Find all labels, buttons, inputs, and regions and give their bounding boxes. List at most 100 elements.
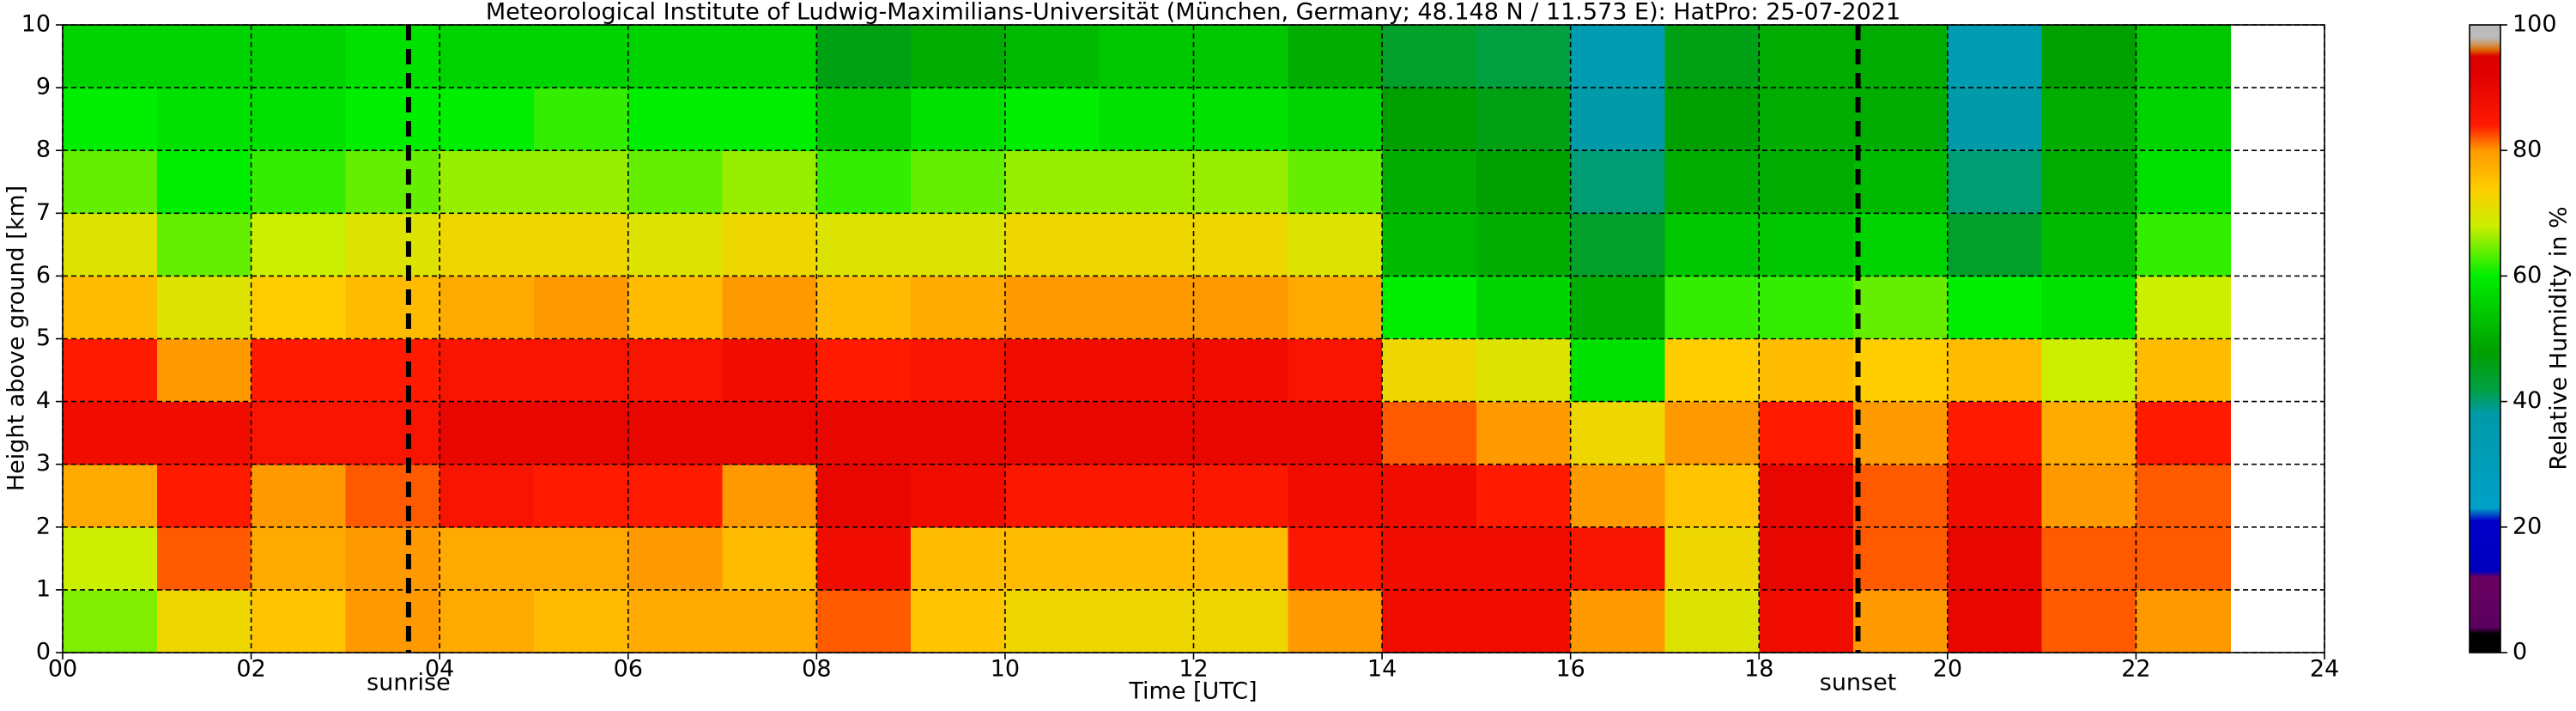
heatmap-cell	[1947, 213, 2043, 276]
heatmap-cell	[1288, 213, 1383, 276]
heatmap-cell	[251, 88, 346, 151]
heatmap-cell	[1759, 401, 1854, 465]
heatmap-cell	[1288, 526, 1383, 591]
heatmap-cell	[1947, 88, 2043, 151]
heatmap-cell	[1382, 526, 1477, 591]
y-tick-label: 1	[36, 575, 51, 602]
heatmap-cell	[1476, 213, 1572, 276]
heatmap-cell	[1664, 25, 1760, 88]
heatmap-cell	[1570, 276, 1666, 340]
heatmap-cell	[1099, 338, 1195, 403]
heatmap-cell	[1664, 88, 1760, 151]
y-tick-label: 0	[36, 639, 51, 665]
heatmap-cell	[1193, 276, 1288, 340]
heatmap-cell	[1947, 25, 2043, 88]
heatmap-cell	[1853, 213, 1949, 276]
heatmap-cell	[156, 213, 252, 276]
heatmap-cell	[1099, 464, 1195, 528]
heatmap-cell	[722, 150, 817, 214]
heatmap-cell	[627, 213, 724, 276]
heatmap-cell	[627, 589, 724, 653]
y-tick-label: 4	[36, 387, 51, 414]
heatmap-cell	[1288, 88, 1383, 151]
heatmap-cell	[63, 88, 158, 151]
heatmap-cell	[63, 338, 158, 403]
heatmap-cell	[1853, 526, 1949, 591]
heatmap-cell	[1382, 401, 1477, 465]
y-tick-label: 9	[36, 74, 51, 100]
heatmap-cell	[1947, 338, 2043, 403]
heatmap-cell	[2136, 150, 2231, 214]
heatmap-cell	[1193, 88, 1288, 151]
x-tick-label: 24	[2310, 656, 2339, 683]
heatmap-cell	[1664, 276, 1760, 340]
x-tick-label: 06	[614, 656, 643, 683]
plot-frame	[62, 24, 2325, 653]
heatmap-cell	[345, 88, 440, 151]
chart-title: Meteorological Institute of Ludwig-Maxim…	[486, 0, 1900, 26]
heatmap-cell	[816, 464, 912, 528]
heatmap-cell	[911, 213, 1006, 276]
heatmap-cell	[722, 589, 817, 653]
heatmap-cell	[2041, 88, 2137, 151]
heatmap-cell	[2041, 25, 2137, 88]
heatmap-cell	[1853, 150, 1949, 214]
x-tick-label: 02	[236, 656, 265, 683]
heatmap-cell	[251, 213, 346, 276]
y-tick-label: 8	[36, 137, 51, 163]
heatmap-cell	[345, 464, 440, 528]
heatmap-cell	[1004, 401, 1100, 465]
heatmap-cell	[722, 88, 817, 151]
heatmap-cell	[2136, 276, 2231, 340]
heatmap-cell	[1664, 464, 1760, 528]
heatmap-cell	[722, 276, 817, 340]
heatmap-cell	[2041, 338, 2137, 403]
heatmap-cell	[911, 401, 1006, 465]
heatmap-cell	[1759, 526, 1854, 591]
heatmap-cell	[63, 464, 158, 528]
heatmap-cell	[2136, 526, 2231, 591]
heatmap-cell	[345, 526, 440, 591]
heatmap-cell	[722, 464, 817, 528]
heatmap-cell	[1853, 276, 1949, 340]
heatmap-cell	[2136, 589, 2231, 653]
heatmap-cell	[1853, 338, 1949, 403]
heatmap-cell	[816, 150, 912, 214]
heatmap-cell	[439, 401, 535, 465]
heatmap-cell	[251, 338, 346, 403]
heatmap-cell	[1476, 526, 1572, 591]
heatmap-cell	[156, 276, 252, 340]
heatmap-cell	[439, 150, 535, 214]
heatmap-cell	[816, 589, 912, 653]
heatmap-cell	[345, 213, 440, 276]
heatmap-cell	[627, 464, 724, 528]
y-tick-label: 3	[36, 450, 51, 477]
heatmap-cell	[251, 464, 346, 528]
heatmap-cell	[1664, 150, 1760, 214]
heatmap-cell	[1947, 589, 2043, 653]
heatmap-cell	[1193, 25, 1288, 88]
heatmap-cell	[1759, 213, 1854, 276]
heatmap-cell	[1288, 25, 1383, 88]
heatmap-cell	[63, 25, 158, 88]
heatmap-cell	[1853, 464, 1949, 528]
x-tick-label: 22	[2121, 656, 2150, 683]
heatmap-cell	[1288, 464, 1383, 528]
heatmap-cell	[1853, 25, 1949, 88]
heatmap-cell	[1004, 150, 1100, 214]
heatmap-cell	[1004, 464, 1100, 528]
heatmap-cell	[1570, 401, 1666, 465]
heatmap-cell	[1193, 401, 1288, 465]
colorbar	[2469, 24, 2501, 653]
heatmap-cell	[345, 338, 440, 403]
heatmap-cell	[1099, 276, 1195, 340]
heatmap-cell	[722, 25, 817, 88]
heatmap-cell	[1382, 213, 1477, 276]
heatmap-cell	[816, 88, 912, 151]
heatmap-cell	[627, 401, 724, 465]
heatmap	[63, 25, 2231, 653]
heatmap-cell	[439, 213, 535, 276]
heatmap-cell	[1759, 88, 1854, 151]
heatmap-cell	[1382, 464, 1477, 528]
